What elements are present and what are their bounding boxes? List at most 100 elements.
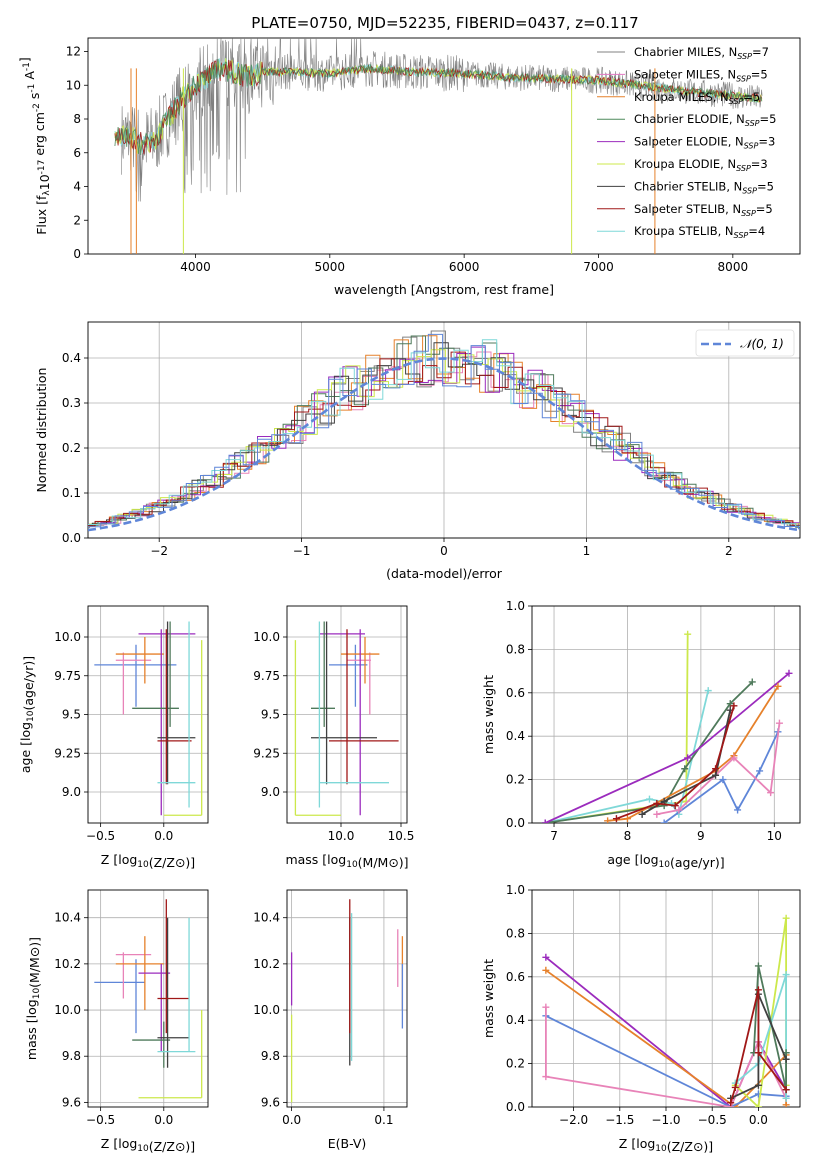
weight-series-line [544,690,710,823]
legend-label: Salpeter STELIB, NSSP=5 [634,202,773,218]
weight-point-marker [712,771,720,779]
x-axis-label: Z [log10(Z/Z⊙)] [101,852,195,870]
weight-point-marker [731,1083,739,1091]
y-tick-label: 0.6 [506,970,525,984]
axes-frame [87,37,801,255]
y-tick-label: 9.0 [261,785,280,799]
y-tick-label: 1.0 [506,883,525,897]
weight-point-marker [604,817,612,823]
y-tick-label: 1.0 [506,599,525,613]
panel-weight-vs-Z: −2.0 −1.5 −1.0 −0.5 0.0 0.0 0.2 0.4 0.6 0.8 1.0 Z [… [481,883,801,1154]
plot-area [541,630,793,823]
y-tick-label: 10.0 [253,1003,280,1017]
weight-point-marker [671,802,679,810]
x-tick-label: −2.0 [559,1113,588,1127]
legend-label: 𝒩(0, 1) [740,337,784,351]
y-tick-label: 10 [66,78,81,92]
weight-point-marker [782,914,790,922]
x-tick-label: −1.5 [605,1113,634,1127]
y-tick-label: 9.8 [62,1049,81,1063]
x-tick-label: 10.5 [388,829,415,843]
x-axis-label: E(B-V) [328,1136,367,1151]
x-axis-label: Z [log10(Z/Z⊙)] [101,1136,195,1154]
x-tick-label: 6000 [449,260,480,274]
weight-series-line [545,634,689,823]
histogram-series [88,335,800,528]
y-tick-label: 10.4 [54,911,81,925]
y-tick-label: 0.2 [506,1057,525,1071]
weight-point-marker [726,700,734,708]
y-axis-label: mass weight [481,675,496,754]
weight-point-marker [754,1081,762,1089]
x-axis-label: mass [log10(M/M⊙)] [285,852,408,870]
y-tick-label: 0.4 [506,1013,525,1027]
panel-residuals: −2 −1 0 1 2 0.0 0.1 0.2 0.3 0.4 𝒩(0, 1) (data-model… [34,321,801,581]
histogram-series [88,333,800,530]
plot-area [88,330,800,532]
legend-label: Kroupa MILES, NSSP=5 [634,90,760,106]
weight-point-marker [754,962,762,970]
panel-mass-vs-Z: −0.5 0.0 9.6 9.8 10.0 10.2 10.4 Z [log10(Z/Z⊙)]… [24,889,209,1154]
axes-frame [87,605,209,824]
x-tick-label: 1 [583,544,591,558]
y-axis-label: mass weight [481,959,496,1038]
y-tick-label: 6 [73,146,81,160]
y-tick-label: 12 [66,45,81,59]
x-tick-label: 4000 [180,260,211,274]
weight-point-marker [754,986,762,994]
x-tick-label: 8 [624,829,632,843]
y-tick-label: 9.0 [62,785,81,799]
panel-age-vs-mass: 10.0 10.5 9.0 9.25 9.5 9.75 10.0 mass [log10(M/… [253,605,415,870]
weight-point-marker [774,682,782,690]
x-axis-label: Z [log10(Z/Z⊙)] [619,1136,713,1154]
axes-frame [531,889,801,1108]
x-tick-label: 0.0 [282,1113,301,1127]
weight-point-marker [782,1055,790,1063]
panel-weight-vs-age: 7 8 9 10 0.0 0.2 0.4 0.6 0.8 1.0 age [log10(age/yr… [481,599,801,870]
x-tick-label: −2 [150,544,168,558]
plot-area [294,621,399,816]
histogram-series [88,349,800,527]
y-tick-label: 0.2 [62,441,81,455]
weight-point-marker [684,630,692,638]
weight-point-marker [748,678,756,686]
y-tick-label: 0.6 [506,686,525,700]
weight-point-marker [623,815,631,823]
weight-point-marker [704,687,712,695]
y-tick-label: 9.6 [62,1095,81,1109]
x-tick-label: 8000 [718,260,749,274]
x-tick-label: 0.0 [154,829,173,843]
y-tick-label: 0.4 [62,351,81,365]
weight-point-marker [730,702,738,710]
y-tick-label: 10.0 [54,1003,81,1017]
y-tick-label: 9.6 [261,1095,280,1109]
axes-frame [87,321,801,539]
y-tick-label: 9.75 [253,669,280,683]
weight-point-marker [541,819,549,823]
weight-point-marker [653,799,661,807]
weight-point-marker [638,810,646,818]
weight-point-marker [782,1086,790,1094]
legend-label: Chabrier STELIB, NSSP=5 [634,179,774,195]
axes-frame [87,889,209,1108]
y-tick-label: 10.2 [253,957,280,971]
x-axis-label: (data-model)/error [386,566,503,581]
x-axis-label: age [log10(age/yr)] [607,852,724,870]
x-tick-label: 10 [767,829,782,843]
x-tick-label: −0.5 [86,1113,115,1127]
y-tick-label: 0.8 [506,926,525,940]
axes-frame [286,889,408,1108]
y-tick-label: 0.4 [506,729,525,743]
axes-frame [286,605,408,824]
weight-point-marker [785,669,793,677]
weight-point-marker [645,795,653,803]
weight-point-marker [719,776,727,784]
histogram-series [88,339,800,527]
weight-point-marker [542,1003,550,1011]
weight-point-marker [756,767,764,775]
y-tick-label: 0.1 [62,486,81,500]
y-tick-label: 0.0 [62,531,81,545]
y-axis-label: Flux [fλ10-17 erg cm-2 s-1 A-1] [17,57,52,235]
weight-point-marker [542,966,550,974]
